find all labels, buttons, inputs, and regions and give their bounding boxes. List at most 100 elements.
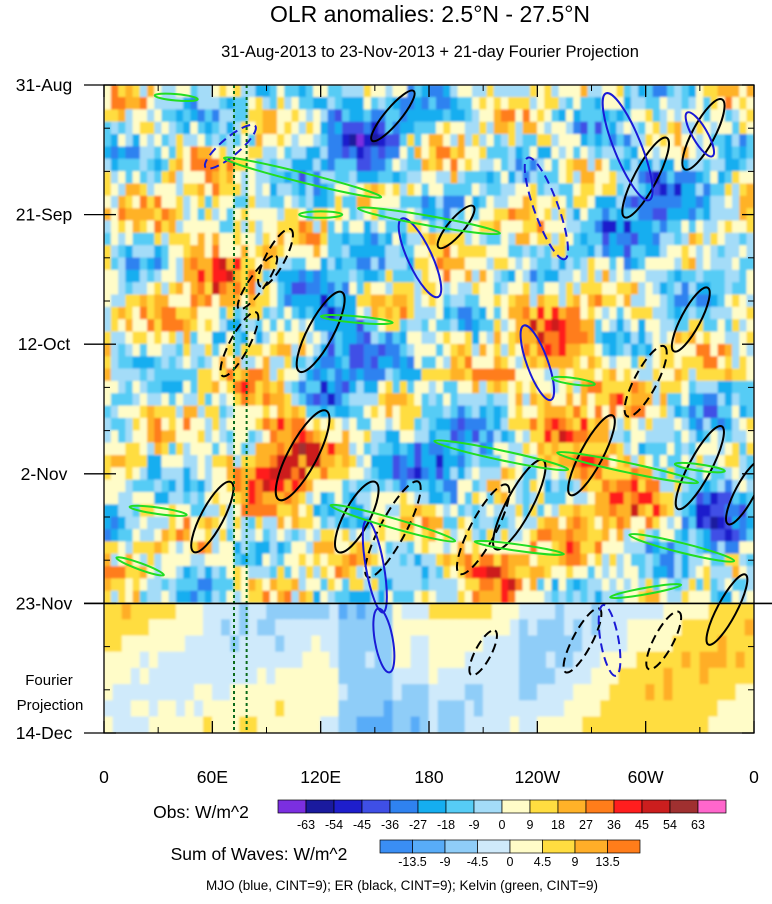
obs-cell [537,195,545,209]
projection-cell [320,716,330,733]
obs-cell [204,492,213,505]
obs-cell [190,380,199,394]
obs-cell [183,232,191,246]
projection-cell [302,635,312,653]
obs-cell [443,232,451,246]
projection-cell [491,651,502,669]
obs-cell [284,146,293,160]
obs-cell [204,158,213,172]
y-tick-label: 14-Dec [16,723,73,743]
obs-cell [407,553,415,567]
projection-cell [663,716,674,733]
obs-cell [428,195,437,209]
obs-cell [732,319,740,333]
obs-cell [190,430,199,444]
projection-cell [555,667,565,685]
obs-cell [623,97,632,110]
obs-cell [428,479,437,493]
obs-cell [363,306,372,320]
projection-cell [672,619,683,637]
obs-cell [305,183,314,197]
obs-cell [479,405,488,419]
obs-cell [457,380,466,394]
obs-cell [623,343,632,357]
obs-cell [421,257,430,271]
obs-cell [695,220,704,234]
obs-cell [262,109,271,123]
projection-cell [564,667,574,685]
obs-cell [472,553,480,567]
obs-cell [226,417,235,431]
obs-cell [349,97,358,110]
obs-cell [313,134,321,148]
obs-cell [544,492,553,505]
obs-cell [450,257,459,271]
obs-cell [118,343,126,357]
obs-cell [695,171,704,185]
obs-cell [602,146,610,160]
obs-cell [580,578,589,592]
obs-cell [147,245,155,259]
projection-cell [139,603,150,620]
obs-cell [493,356,502,370]
projection-cell [663,667,674,685]
obs-cell [175,282,184,296]
obs-cell [175,442,184,456]
obs-cell [154,541,163,555]
obs-cell [674,331,683,345]
kelvin-contour [673,461,726,474]
obs-cell [609,454,618,468]
obs-cell [291,282,300,296]
obs-cell [645,183,654,197]
obs-cell [269,183,278,197]
obs-cell [414,232,423,246]
plot-area [104,85,754,733]
obs-cell [537,504,545,518]
obs-cell [132,208,141,222]
obs-cell [407,393,415,407]
projection-cell [374,667,385,685]
obs-cell [515,479,524,493]
obs-cell [190,319,199,333]
obs-cell [703,232,711,246]
obs-cell [674,257,683,271]
obs-cell [652,146,661,160]
obs-cell [493,553,502,567]
obs-cell [378,380,386,394]
obs-cell [132,590,141,604]
obs-cell [248,232,256,246]
obs-cell [161,454,170,468]
projection-cell [437,684,448,701]
obs-cell [284,257,293,271]
obs-cell [226,430,235,444]
obs-cell [132,417,141,431]
obs-cell [558,134,567,148]
obs-cell [659,479,668,493]
obs-cell [190,504,199,518]
obs-cell [739,109,748,123]
obs-cell [363,541,372,555]
obs-cell [710,269,719,283]
obs-cell [370,541,379,555]
er-contour [436,204,476,250]
obs-cell [508,85,516,98]
obs-cell [240,566,249,580]
obs-cell [407,294,415,308]
projection-cell [500,603,511,620]
obs-cell [703,492,711,505]
obs-cell [212,492,220,505]
obs-cell [154,479,163,493]
projection-cell [663,700,674,718]
obs-cell [320,134,329,148]
obs-cell [544,405,553,419]
obs-cell [104,85,112,98]
projection-cell [473,603,484,620]
obs-cell [746,331,754,345]
obs-cell [667,195,675,209]
obs-cell [428,454,437,468]
wave-contours [115,89,754,677]
obs-cell [688,380,697,394]
projection-cell [473,684,484,701]
obs-cell [233,578,242,592]
obs-cell [233,566,242,580]
